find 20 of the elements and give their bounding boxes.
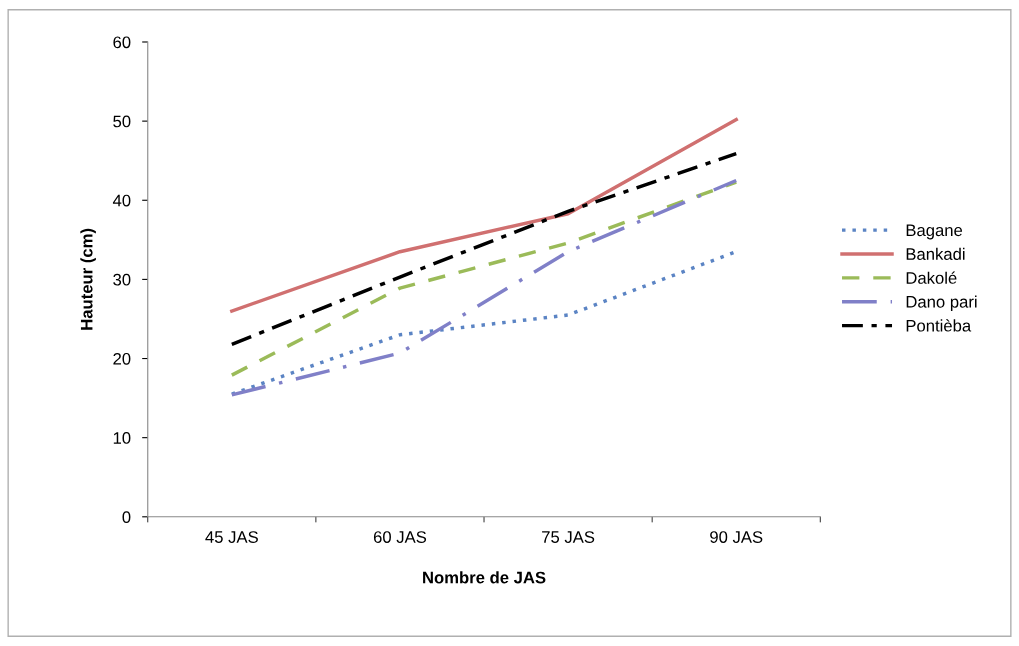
x-tick-label: 60 JAS xyxy=(373,531,427,543)
legend-label: Dano pari xyxy=(906,295,977,312)
legend-label: Bankadi xyxy=(906,247,965,260)
y-tick-label: 40 xyxy=(112,194,131,207)
y-tick-label: 0 xyxy=(122,511,131,523)
legend-label: Bagane xyxy=(906,224,963,240)
line-series xyxy=(230,117,738,313)
x-tick-label: 75 JAS xyxy=(542,531,595,543)
y-tick-label: 50 xyxy=(113,115,131,128)
y-tick-label: 30 xyxy=(113,273,131,286)
y-tick-label: 60 xyxy=(113,36,131,49)
x-tick-label: 90 JAS xyxy=(710,531,763,543)
y-tick-label: 20 xyxy=(113,352,131,365)
y-tick-label: 10 xyxy=(113,432,131,444)
line-series xyxy=(230,151,738,347)
y-axis-title: Hauteur (cm) xyxy=(80,228,96,330)
x-axis-title: Nombre de JAS xyxy=(423,571,546,584)
legend-label: Pontièba xyxy=(906,319,972,332)
x-tick-label: 45 JAS xyxy=(205,531,258,543)
legend-label: Dakolé xyxy=(906,271,957,284)
